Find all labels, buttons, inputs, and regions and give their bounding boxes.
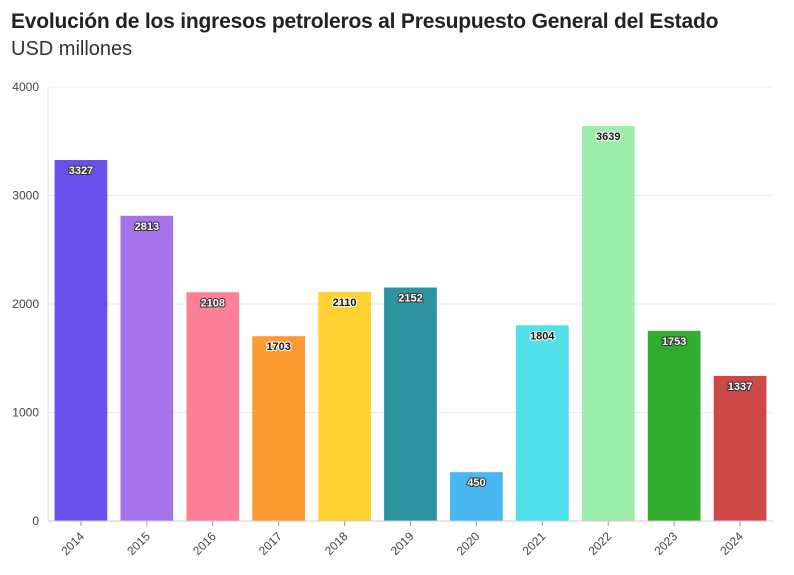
x-tick-label: 2023: [651, 529, 680, 558]
bar: [186, 292, 240, 521]
x-tick-label: 2017: [256, 529, 285, 558]
bar-value-label: 450: [467, 477, 485, 489]
bar-value-label: 3639: [596, 131, 620, 143]
bar: [252, 336, 306, 521]
bar-value-label: 1703: [266, 341, 290, 353]
bar: [713, 375, 767, 521]
bar: [647, 330, 701, 521]
bar: [54, 160, 108, 521]
bar: [450, 472, 503, 521]
x-tick-label: 2024: [717, 529, 746, 558]
x-tick-label: 2021: [520, 529, 549, 558]
bar-value-label: 1337: [728, 381, 752, 393]
bar-value-label: 1753: [662, 336, 686, 348]
bar: [384, 287, 437, 521]
x-tick-label: 2016: [190, 529, 219, 558]
bar-value-label: 1804: [530, 330, 555, 342]
x-tick-label: 2022: [586, 529, 615, 558]
bar-value-label: 2152: [398, 293, 422, 305]
y-tick-label: 0: [32, 514, 39, 528]
y-tick-label: 1000: [12, 406, 39, 420]
bar-value-label: 2110: [333, 297, 357, 309]
y-tick-label: 3000: [12, 189, 39, 203]
x-tick-label: 2014: [58, 529, 87, 558]
x-tick-label: 2020: [454, 529, 483, 558]
chart-subtitle: USD millones: [11, 38, 133, 60]
bar-value-label: 2813: [135, 221, 159, 233]
bar-value-label: 3327: [69, 165, 93, 177]
bar-value-label: 2108: [201, 297, 225, 309]
bar: [581, 126, 635, 521]
bar: [318, 292, 371, 521]
chart-title: Evolución de los ingresos petroleros al …: [11, 10, 719, 33]
x-tick-label: 2015: [124, 529, 153, 558]
bar: [515, 325, 569, 521]
x-tick-label: 2018: [322, 529, 351, 558]
x-tick-label: 2019: [388, 529, 417, 558]
y-tick-label: 2000: [12, 297, 39, 311]
y-tick-label: 4000: [12, 80, 39, 94]
bar: [120, 215, 174, 522]
